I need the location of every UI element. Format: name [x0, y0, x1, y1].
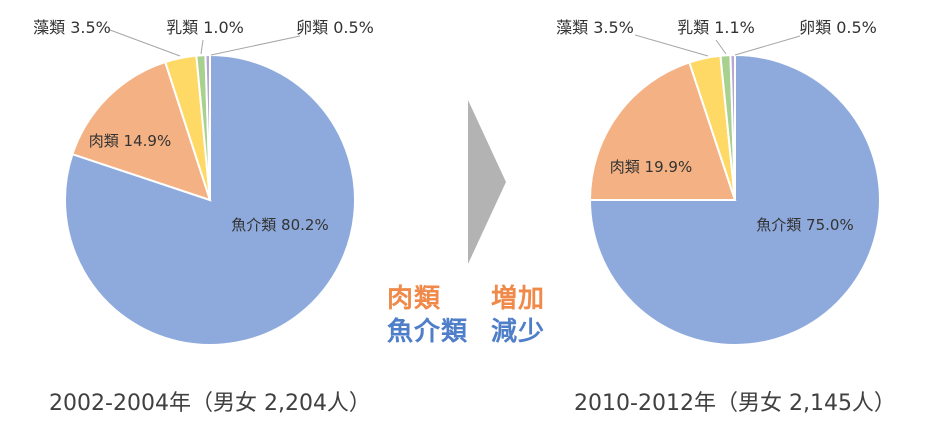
slice-label-2-4: 乳類 1.1%: [677, 18, 755, 37]
slice-label-1-2: 肉類 14.9%: [89, 132, 171, 150]
leader-line-2-3: [634, 34, 709, 57]
pie-slice-2-2: [588, 61, 737, 201]
annotation-meat: 肉類: [387, 284, 442, 314]
leader-line-2-4: [715, 39, 727, 55]
slice-label-1-3: 藻類 3.5%: [33, 18, 111, 37]
slice-label-1-4: 乳類 1.0%: [166, 18, 244, 37]
slice-label-1-1: 魚介類 80.2%: [231, 216, 328, 234]
arrow-shape: [468, 100, 506, 264]
pie-2: 魚介類 75.0% 肉類 19.9% 藻類 3.5% 乳類 1.1% 卵類 0.5%: [556, 18, 881, 346]
slice-label-1-5: 卵類 0.5%: [296, 18, 374, 37]
annotation-decrease: 減少: [491, 317, 546, 347]
leader-line-2-5: [734, 35, 801, 56]
chart-caption-1: 2002-2004年（男女 2,204人）: [49, 391, 371, 416]
leader-line-1-4: [200, 39, 204, 55]
annotation-fish: 魚介類: [387, 317, 469, 347]
slice-label-2-3: 藻類 3.5%: [556, 18, 634, 37]
slice-label-2-5: 卵類 0.5%: [799, 18, 877, 37]
slice-label-2-2: 肉類 19.9%: [610, 158, 692, 176]
pie-slice-1-5: [204, 53, 211, 201]
leader-line-1-3: [109, 29, 181, 57]
pie-slice-2-5: [729, 53, 736, 201]
pie-1: 魚介類 80.2% 肉類 14.9% 藻類 3.5% 乳類 1.0% 卵類 0.5%: [33, 18, 374, 346]
leader-line-1-5: [210, 35, 301, 56]
annotation-increase: 増加: [491, 284, 546, 314]
slice-label-2-1: 魚介類 75.0%: [756, 216, 853, 234]
chart-caption-2: 2010-2012年（男女 2,145人）: [574, 391, 896, 416]
